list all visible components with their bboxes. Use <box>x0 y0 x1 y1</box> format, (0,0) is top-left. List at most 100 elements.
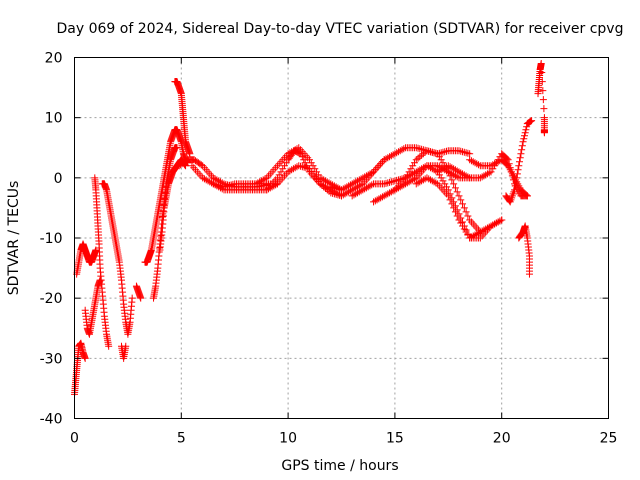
data-point <box>259 176 267 184</box>
data-point <box>346 181 354 189</box>
data-point <box>330 190 338 198</box>
data-point <box>494 218 502 226</box>
data-point <box>386 153 394 161</box>
data-point <box>341 184 349 192</box>
data-point <box>256 178 264 186</box>
data-point <box>389 177 397 185</box>
data-point <box>439 148 447 156</box>
data-point <box>412 180 420 188</box>
y-tick-label: -10 <box>40 231 63 247</box>
chart-title: Day 069 of 2024, Sidereal Day-to-day VTE… <box>57 21 624 37</box>
data-point <box>455 147 463 155</box>
data-point <box>355 176 363 184</box>
data-point <box>512 178 520 186</box>
data-point <box>199 174 207 182</box>
series-arc-6 <box>117 342 130 362</box>
data-point <box>428 177 436 185</box>
data-point <box>525 270 533 278</box>
y-axis-label: SDTVAR / TECUs <box>6 181 22 296</box>
data-point <box>439 177 447 185</box>
data-point <box>316 174 324 182</box>
data-point <box>434 150 442 158</box>
data-point <box>446 196 454 204</box>
data-point <box>457 219 465 227</box>
data-point <box>81 354 89 362</box>
data-point <box>215 183 223 191</box>
data-point <box>352 184 360 192</box>
data-point <box>206 178 214 186</box>
data-point <box>218 185 226 193</box>
data-point <box>288 148 296 156</box>
data-point <box>518 142 526 150</box>
data-point <box>304 164 312 172</box>
data-point <box>435 153 443 161</box>
data-point <box>537 60 545 68</box>
data-point <box>419 150 427 158</box>
data-point <box>200 175 208 183</box>
data-point <box>475 161 483 169</box>
data-point <box>375 195 383 203</box>
data-point <box>467 233 475 241</box>
data-point <box>517 150 525 158</box>
series-arc-14 <box>209 147 345 200</box>
data-point <box>446 163 454 171</box>
data-point <box>275 171 283 179</box>
data-point <box>393 185 401 193</box>
data-point <box>105 342 113 350</box>
data-point <box>464 173 472 181</box>
data-point <box>332 190 340 198</box>
x-tick-label: 5 <box>177 431 186 447</box>
data-point <box>450 171 458 179</box>
data-point <box>403 179 411 187</box>
data-point <box>377 194 385 202</box>
data-point <box>348 180 356 188</box>
data-point <box>459 148 467 156</box>
data-point <box>409 176 417 184</box>
data-point <box>301 159 309 167</box>
data-point <box>359 186 367 194</box>
data-point <box>400 145 408 153</box>
series-arc-19 <box>370 147 506 236</box>
data-point <box>441 148 449 156</box>
data-point <box>457 169 465 177</box>
data-point <box>386 189 394 197</box>
data-point <box>387 188 395 196</box>
data-point <box>389 151 397 159</box>
series-arc-21 <box>412 174 484 242</box>
data-point <box>459 200 467 208</box>
data-point <box>443 183 451 191</box>
y-tick-label: -30 <box>40 351 63 367</box>
data-point <box>410 169 418 177</box>
data-point <box>410 175 418 183</box>
data-point <box>448 200 456 208</box>
data-point <box>522 126 530 134</box>
data-point <box>491 160 499 168</box>
x-tick-label: 0 <box>70 431 79 447</box>
data-point <box>466 150 474 158</box>
data-point <box>277 168 285 176</box>
data-point <box>487 162 495 170</box>
data-point <box>209 180 217 188</box>
data-point <box>396 183 404 191</box>
data-point <box>416 178 424 186</box>
data-point <box>469 158 477 166</box>
data-point <box>453 212 461 220</box>
data-point <box>366 170 374 178</box>
series-arc-4 <box>91 174 113 350</box>
data-point <box>430 178 438 186</box>
data-point <box>487 168 495 176</box>
data-point <box>279 165 287 173</box>
data-point <box>354 177 362 185</box>
data-point <box>370 198 378 206</box>
data-point <box>526 118 534 126</box>
data-point <box>428 165 436 173</box>
data-point <box>321 177 329 185</box>
series-arc-3 <box>81 276 104 338</box>
data-point <box>418 145 426 153</box>
data-point <box>128 294 136 302</box>
data-point <box>122 342 130 350</box>
data-point <box>316 180 324 188</box>
data-point <box>513 170 521 178</box>
data-point <box>485 169 493 177</box>
data-point <box>272 181 280 189</box>
